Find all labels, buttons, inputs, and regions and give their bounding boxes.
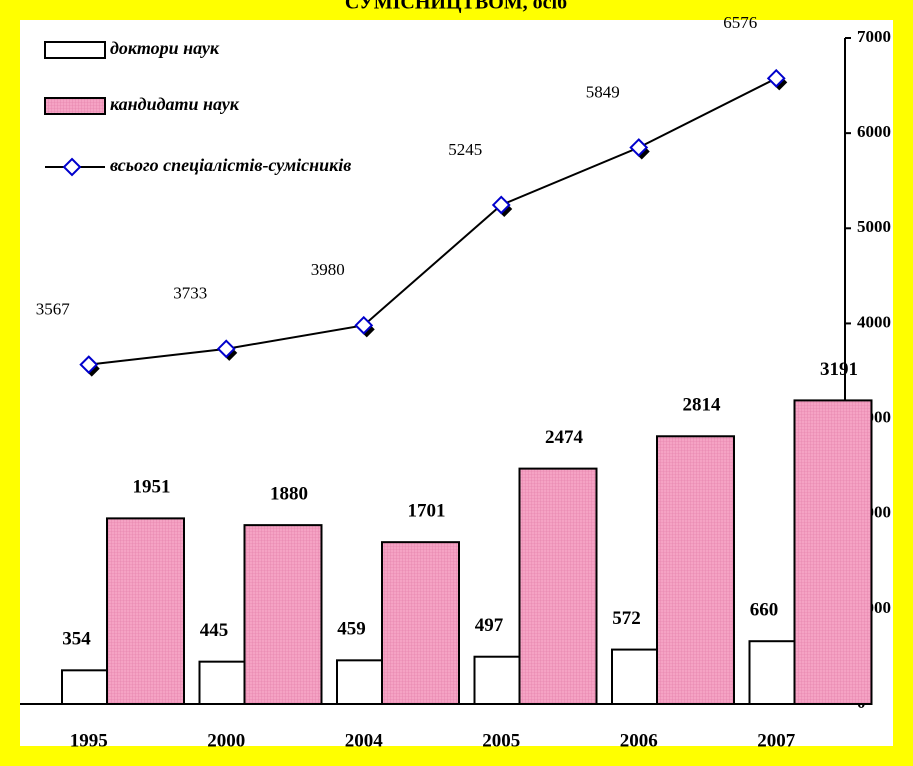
bar — [793, 399, 873, 705]
value-label: 497 — [475, 615, 504, 636]
value-label: 3191 — [820, 359, 858, 380]
legend-swatch — [44, 41, 106, 59]
bar — [106, 517, 185, 705]
marker — [766, 68, 786, 88]
y-tick-label: 5000 — [857, 217, 891, 236]
value-label: 660 — [750, 600, 779, 621]
bar — [473, 655, 521, 705]
value-label: 1701 — [408, 501, 446, 522]
value-label: 3980 — [311, 260, 345, 279]
legend-marker — [62, 157, 82, 177]
value-label: 5245 — [448, 140, 482, 159]
marker — [491, 195, 511, 215]
bar — [61, 669, 108, 706]
marker — [629, 138, 649, 157]
chart-title: СУМІСНИЦТВОМ, осіб — [345, 0, 567, 14]
value-label: 572 — [612, 608, 641, 629]
x-tick-label: 1995 — [70, 730, 108, 751]
marker — [216, 339, 236, 359]
value-label: 2814 — [683, 395, 722, 416]
legend-swatch — [44, 97, 106, 115]
bar — [198, 660, 246, 706]
legend-label: доктори наук — [110, 38, 220, 58]
bar — [518, 467, 598, 705]
x-tick-label: 2000 — [207, 730, 245, 751]
y-tick-label: 6000 — [857, 122, 891, 141]
bar — [611, 648, 658, 706]
bar — [748, 640, 796, 705]
x-tick-label: 2006 — [620, 730, 658, 751]
value-label: 1880 — [270, 483, 308, 504]
value-label: 3733 — [173, 284, 207, 303]
value-label: 6576 — [723, 13, 757, 32]
x-tick-label: 2005 — [482, 730, 520, 751]
value-label: 2474 — [545, 427, 584, 448]
value-label: 459 — [337, 619, 366, 640]
bar — [656, 435, 735, 705]
bar — [243, 524, 323, 705]
value-label: 1951 — [133, 477, 171, 498]
legend-label: кандидати наук — [110, 94, 240, 114]
y-tick-label: 4000 — [857, 312, 891, 331]
value-label: 5849 — [586, 82, 620, 101]
marker — [79, 355, 99, 375]
line — [88, 77, 777, 366]
y-tick-label: 7000 — [857, 27, 891, 46]
x-tick-label: 2007 — [757, 730, 796, 751]
bar — [336, 659, 383, 705]
x-tick-label: 2004 — [345, 730, 384, 751]
value-label: 354 — [62, 629, 91, 650]
legend-label: всього спеціалістів-сумісників — [110, 155, 351, 175]
value-label: 3567 — [36, 300, 71, 319]
value-label: 445 — [200, 620, 229, 641]
bar — [381, 541, 460, 705]
marker — [354, 315, 374, 335]
